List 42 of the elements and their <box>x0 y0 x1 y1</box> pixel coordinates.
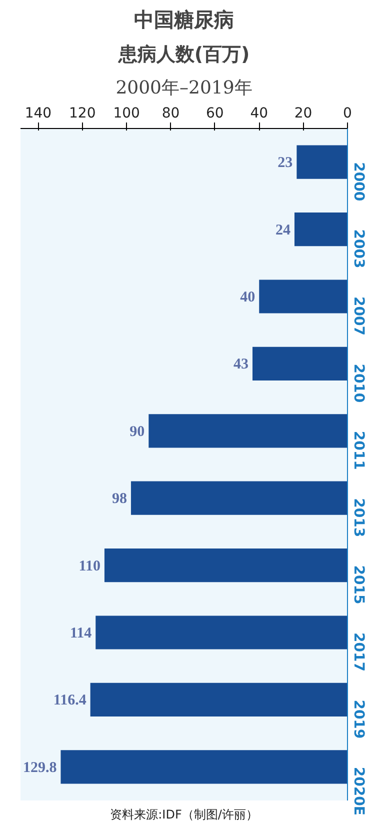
bar <box>294 212 348 246</box>
data-label: 90 <box>130 424 145 440</box>
chart-subtitle: 患病人数(百万) <box>117 44 250 66</box>
y-tick-label: 2015 <box>350 565 366 604</box>
x-tick-label: 20 <box>294 106 312 122</box>
bar <box>130 481 348 515</box>
data-label: 98 <box>112 491 127 508</box>
x-tick-label: 140 <box>24 106 52 122</box>
y-tick-label: 2000 <box>350 162 366 202</box>
bar <box>252 346 348 380</box>
bar <box>104 548 348 582</box>
bar <box>296 145 348 179</box>
y-tick-label: 2019 <box>350 700 366 739</box>
data-label: 23 <box>278 155 293 172</box>
x-tick-label: 0 <box>343 106 352 122</box>
data-label: 129.8 <box>22 760 57 776</box>
data-label: 116.4 <box>53 692 87 709</box>
data-label: 43 <box>233 356 248 373</box>
y-tick-label: 2017 <box>350 632 366 672</box>
data-label: 24 <box>275 222 291 238</box>
y-tick-label: 2007 <box>350 296 366 336</box>
bar <box>90 682 348 716</box>
text: 资料来源:IDF（制图/许丽） <box>110 808 258 822</box>
data-label: 40 <box>240 290 256 306</box>
x-tick-label: 60 <box>206 106 224 122</box>
bar <box>259 280 348 314</box>
text: 2000年–2019年 <box>116 78 252 98</box>
bar <box>96 616 348 650</box>
x-tick-label: 120 <box>69 106 96 122</box>
x-tick-label: 80 <box>162 106 180 122</box>
chart-title: 中国糖尿病 <box>134 8 234 32</box>
data-label: 110 <box>78 558 100 574</box>
y-tick-label: 2010 <box>350 364 366 403</box>
y-tick-label: 2020E <box>350 766 366 816</box>
bar <box>148 414 348 448</box>
y-tick-label: 2013 <box>350 498 366 538</box>
data-label: 114 <box>70 626 92 642</box>
x-tick-label: 100 <box>113 106 140 122</box>
x-tick-label: 40 <box>250 106 268 122</box>
y-tick-label: 2011 <box>350 430 366 470</box>
y-tick-label: 2003 <box>350 229 366 268</box>
bar <box>60 750 348 784</box>
